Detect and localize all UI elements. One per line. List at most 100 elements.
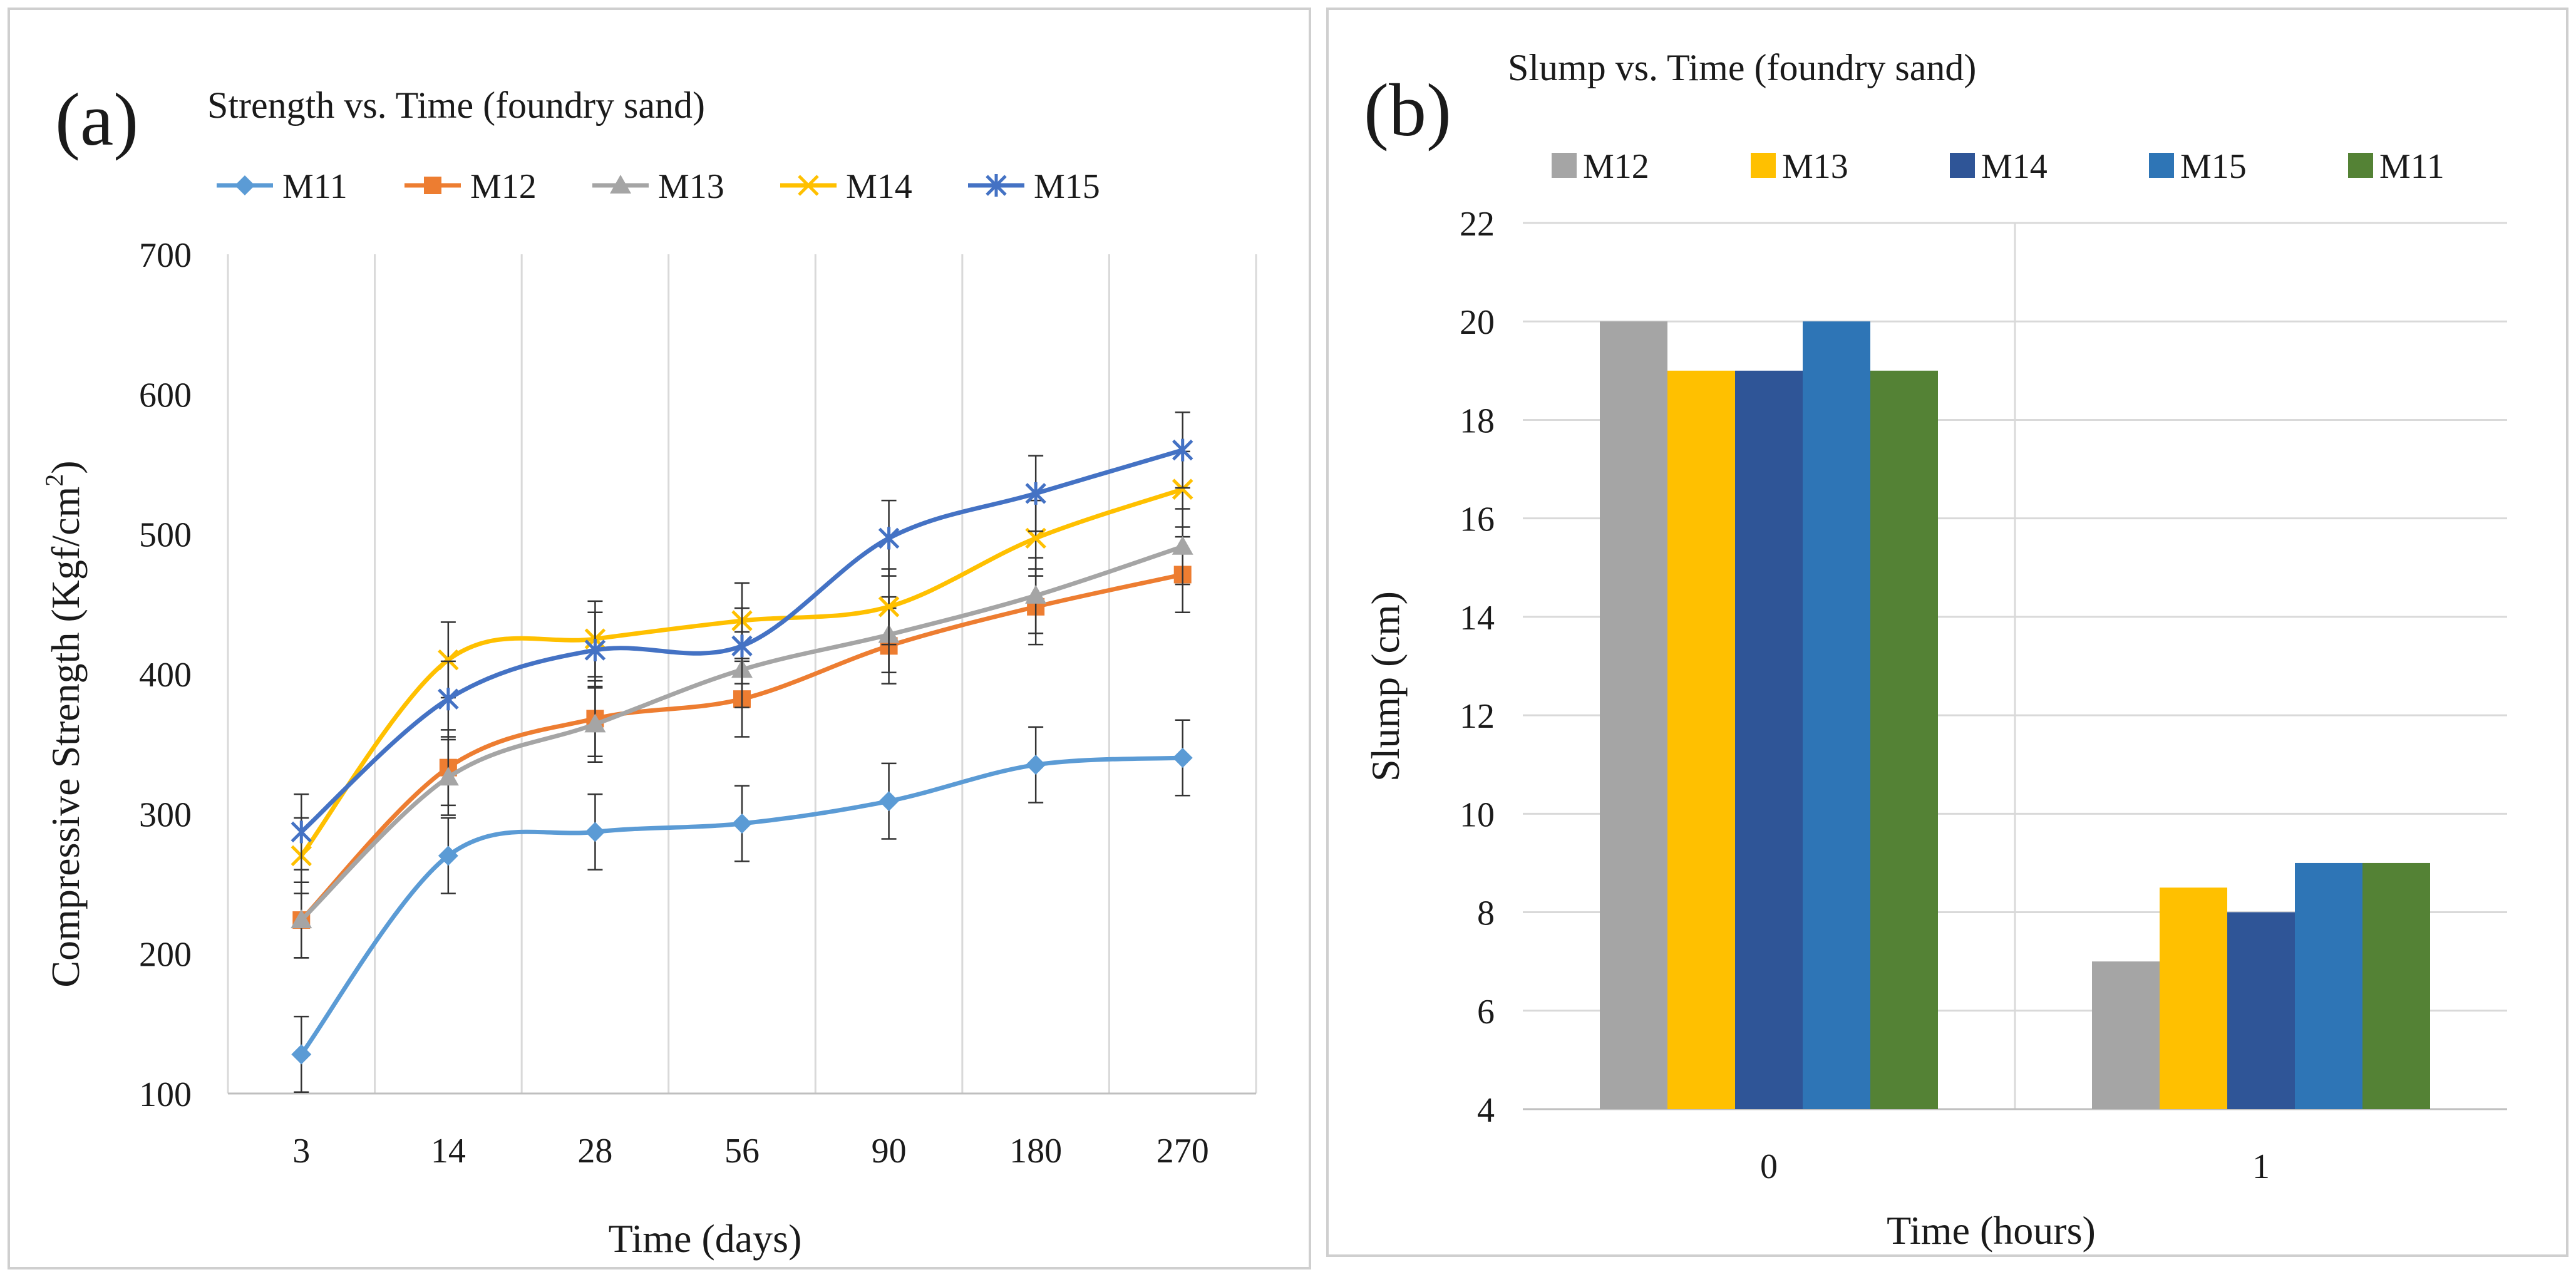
legend-label: M11 [2379,147,2445,186]
data-point [1172,535,1193,555]
legend-item-m15: M15 [2149,147,2247,186]
y-tick-label: 16 [1460,500,1495,539]
y-tick-label: 600 [139,376,192,415]
data-point [584,713,606,733]
bar-m11 [1870,370,1938,1110]
data-point [1172,478,1193,500]
legend-item-m11: M11 [217,167,348,206]
y-tick-label: 14 [1460,599,1495,638]
legend-swatch [1950,153,1975,178]
y-axis-label-a-end: ) [43,460,88,473]
data-point [878,596,900,618]
legend-swatch [2149,153,2174,178]
x-axis-label-a: Time (days) [609,1216,802,1261]
legend-label: M11 [282,167,348,206]
x-tick-label: 56 [724,1132,760,1171]
y-axis-label-b: Slump (cm) [1363,591,1408,782]
y-tick-label: 8 [1477,894,1495,933]
y-tick-label: 18 [1460,401,1495,440]
y-axis-label-a: Compressive Strength (Kgf/cm2) [40,460,88,987]
legend-swatch [1552,153,1577,178]
y-tick-label: 400 [139,656,192,695]
legend-a: M11 M12 M13 M14 M15 [217,167,1100,206]
slump-chart: (b) Slump vs. Time (foundry sand) M12 M13… [1363,47,2507,1253]
data-point [1025,584,1047,604]
x-axis-label-b: Time (hours) [1887,1208,2096,1253]
x-tick-label: 14 [431,1132,466,1171]
bar-m11 [2362,862,2430,1109]
legend-item-m13: M13 [592,167,724,206]
series-m11 [291,719,1193,1093]
x-tick-label: 1 [2252,1147,2270,1186]
legend-marker [424,177,441,194]
data-point [732,813,752,834]
bar-m15 [1803,321,1870,1110]
data-point [438,688,459,711]
legend-item-m14: M14 [1950,147,2048,186]
y-axis-label-a-text: Compressive Strength (Kgf/cm [43,487,88,988]
legend-item-m12: M12 [404,167,537,206]
data-point [585,822,605,842]
legend-label: M14 [1981,147,2048,186]
bar-m14 [1735,370,1803,1110]
slump-chart-panel: (b) Slump vs. Time (foundry sand) M12 M13… [1326,8,2568,1257]
legend-label: M12 [470,167,537,206]
y-tick-label: 20 [1460,303,1495,342]
bars-b [1600,321,2430,1110]
series-m15 [291,411,1193,871]
data-point [437,767,459,786]
x-tick-label: 270 [1157,1132,1209,1171]
bar-m15 [2295,862,2362,1109]
strength-chart: (a) Strength vs. Time (foundry sand) M11… [40,78,1257,1261]
series-a [291,411,1193,1093]
legend-label: M14 [846,167,912,206]
x-ticks-a: 3 14 28 56 90 180 270 [292,1132,1208,1171]
chart-title-a: Strength vs. Time (foundry sand) [207,85,705,126]
legend-swatch [2348,153,2373,178]
bar-m12 [1600,321,1667,1110]
x-tick-label: 180 [1009,1132,1062,1171]
y-ticks-b: 4 6 8 10 12 14 16 18 20 22 [1460,205,1495,1130]
y-tick-label: 4 [1477,1091,1495,1130]
data-point [438,649,459,671]
panel-label-a: (a) [55,78,138,161]
y-tick-label: 10 [1460,795,1495,834]
chart-title-b: Slump vs. Time (foundry sand) [1508,47,1976,88]
legend-marker [798,175,819,196]
x-tick-label: 28 [577,1132,612,1171]
y-ticks-a: 100 200 300 400 500 600 700 [139,236,192,1114]
bar-m12 [2092,961,2160,1109]
legend-marker [986,174,1007,197]
legend-label: M15 [2180,147,2247,186]
bar-m13 [1667,370,1735,1110]
y-tick-label: 6 [1477,993,1495,1031]
y-tick-label: 500 [139,516,192,555]
strength-chart-panel: (a) Strength vs. Time (foundry sand) M11… [8,8,1311,1269]
data-point [731,634,753,658]
legend-label: M13 [1782,147,1848,186]
data-point [291,820,312,844]
y-tick-label: 100 [139,1075,192,1114]
series-m13 [291,508,1193,959]
y-tick-label: 200 [139,936,192,975]
bar-m14 [2227,912,2295,1109]
data-point [878,527,900,550]
data-point [1026,755,1046,775]
x-tick-label: 90 [872,1132,907,1171]
data-point [1025,482,1046,505]
legend-item-m13: M13 [1751,147,1848,186]
y-tick-label: 700 [139,236,192,275]
legend-label: M15 [1034,167,1100,206]
gridlines-a [227,254,1257,1095]
data-point [438,845,458,866]
legend-b: M12 M13 M14 M15 M11 [1552,147,2445,186]
data-point [878,791,899,812]
x-tick-label: 3 [292,1132,310,1171]
y-axis-label-a-sup: 2 [40,474,68,487]
y-tick-label: 22 [1460,205,1495,244]
legend-item-m14: M14 [780,167,912,206]
bar-m13 [2160,887,2227,1109]
data-point [584,639,606,662]
legend-label: M12 [1583,147,1649,186]
